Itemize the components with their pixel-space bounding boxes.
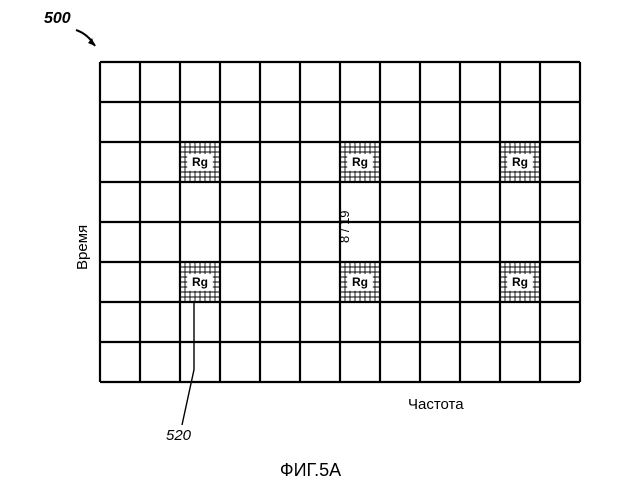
figure-caption: ФИГ.5A — [0, 460, 621, 481]
x-axis-label: Частота — [408, 396, 464, 413]
rg-cell-label: Rg — [352, 275, 368, 289]
callout-number: 520 — [166, 427, 191, 444]
rg-cell-label: Rg — [192, 275, 208, 289]
resource-grid: Rg Rg Rg Rg Rg Rg — [0, 0, 621, 500]
rg-cell-label: Rg — [352, 155, 368, 169]
page-marker: 8 / 19 — [337, 210, 352, 243]
rg-cell-label: Rg — [512, 155, 528, 169]
rg-cell-label: Rg — [192, 155, 208, 169]
rg-cell-label: Rg — [512, 275, 528, 289]
